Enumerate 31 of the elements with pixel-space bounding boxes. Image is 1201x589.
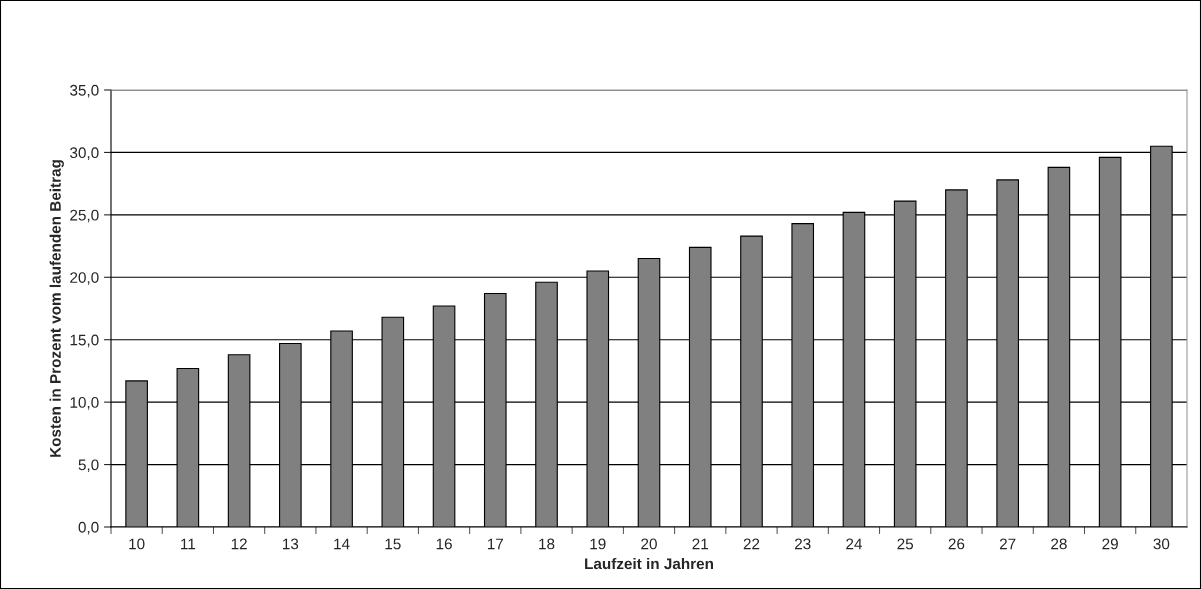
y-tick-label: 30,0	[70, 147, 99, 160]
x-tick-label: 24	[846, 538, 862, 550]
x-tick-label: 23	[794, 538, 811, 550]
x-tick-label: 10	[129, 538, 145, 550]
x-tick-label: 25	[897, 538, 914, 550]
y-tick-label: 5,0	[78, 459, 99, 473]
y-tick-label: 10,0	[70, 397, 99, 410]
x-axis-title: Laufzeit in Jahren	[585, 557, 713, 570]
x-tick-label: 20	[641, 538, 657, 550]
x-tick-label: 21	[692, 538, 708, 550]
x-tick-label: 14	[334, 538, 350, 550]
x-tick-label: 18	[539, 538, 555, 550]
y-axis-title: Kosten in Prozent vom laufenden Beitrag	[49, 160, 64, 457]
x-tick-label: 29	[1102, 538, 1118, 550]
x-tick-label: 17	[487, 538, 504, 550]
x-tick-label: 26	[948, 538, 965, 550]
x-tick-label: 22	[743, 538, 760, 550]
x-tick-label: 30	[1153, 538, 1170, 550]
y-tick-label: 15,0	[70, 334, 99, 348]
y-tick-label: 20,0	[70, 272, 99, 285]
x-tick-label: 27	[999, 538, 1016, 550]
x-tick-label: 28	[1051, 538, 1067, 550]
x-tick-label: 15	[385, 538, 401, 550]
x-tick-label: 11	[181, 538, 196, 550]
y-tick-label: 35,0	[70, 84, 99, 98]
x-tick-label: 19	[590, 538, 606, 550]
x-tick-label: 16	[436, 538, 452, 550]
y-tick-label: 0,0	[78, 521, 99, 535]
x-tick-label: 12	[231, 538, 247, 550]
y-tick-label: 25,0	[70, 209, 99, 223]
x-tick-label: 13	[283, 538, 299, 550]
